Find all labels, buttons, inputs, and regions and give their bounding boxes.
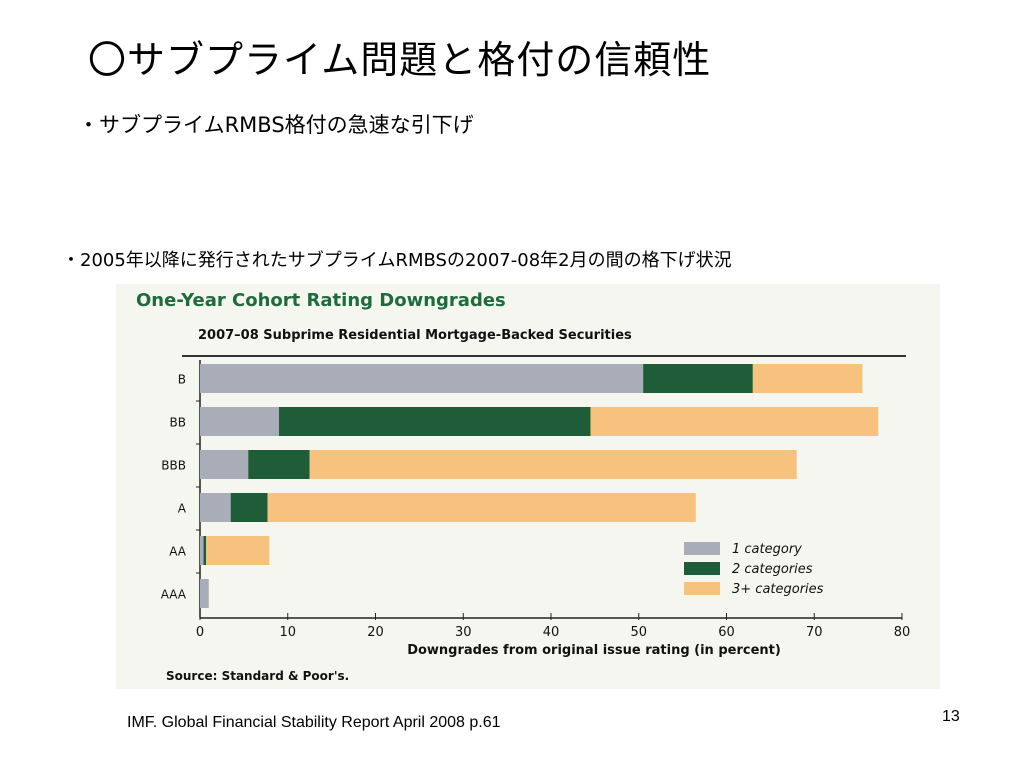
x-tick-label: 0 [196, 625, 204, 640]
category-label: B [178, 373, 186, 387]
bar-bbb-series-2 [248, 450, 310, 479]
x-tick-label: 10 [279, 625, 296, 640]
category-label: AA [169, 545, 187, 559]
category-label: A [178, 502, 187, 516]
downgrades-chart: One-Year Cohort Rating Downgrades 2007–0… [136, 290, 910, 683]
bar-a-series-2 [230, 493, 268, 522]
bar-bb-series-3 [590, 407, 879, 436]
x-tick-label: 30 [455, 625, 472, 640]
chart-title: One-Year Cohort Rating Downgrades [136, 290, 506, 311]
bar-bb-series-1 [200, 407, 279, 436]
bar-a-series-1 [200, 493, 231, 522]
chart-source: Source: Standard & Poor's. [166, 669, 349, 683]
category-label: AAA [161, 588, 187, 602]
x-tick-label: 80 [894, 625, 911, 640]
x-tick-label: 40 [543, 625, 560, 640]
slide-title: 〇サブプライム問題と格付の信頼性 [88, 38, 712, 82]
x-tick-label: 20 [367, 625, 384, 640]
bar-bbb-series-3 [309, 450, 797, 479]
x-axis-label: Downgrades from original issue rating (i… [407, 643, 781, 658]
x-tick-label: 50 [630, 625, 647, 640]
legend-swatch [684, 582, 720, 595]
category-label: BB [170, 416, 186, 430]
page-number: 13 [942, 708, 960, 725]
bullet-downgrade-status: ・2005年以降に発行されたサブプライムRMBSの2007-08年2月の間の格下… [62, 250, 732, 271]
bar-aa-series-3 [206, 536, 270, 565]
legend-swatch [684, 542, 720, 555]
legend-label: 2 categories [732, 562, 813, 577]
legend-label: 1 category [732, 542, 802, 557]
x-tick-label: 60 [718, 625, 735, 640]
legend-swatch [684, 562, 720, 575]
bar-bb-series-2 [278, 407, 591, 436]
bar-b-series-1 [200, 364, 644, 393]
footer-source: IMF. Global Financial Stability Report A… [127, 714, 501, 731]
x-tick-label: 70 [806, 625, 823, 640]
bar-a-series-3 [267, 493, 696, 522]
bar-b-series-3 [752, 364, 863, 393]
bar-aaa-series-1 [200, 579, 209, 608]
bar-aa-series-1 [200, 536, 204, 565]
chart-panel: One-Year Cohort Rating Downgrades 2007–0… [116, 284, 940, 689]
chart-subtitle: 2007–08 Subprime Residential Mortgage-Ba… [198, 328, 632, 343]
legend-label: 3+ categories [732, 582, 824, 597]
bar-bbb-series-1 [200, 450, 249, 479]
bar-aa-series-2 [203, 536, 207, 565]
category-label: BBB [161, 459, 186, 473]
x-axis: 0 10 20 30 40 50 60 70 80 [196, 613, 910, 640]
bar-b-series-2 [643, 364, 753, 393]
bullet-rmbs-downgrade: ・サブプライムRMBS格付の急速な引下げ [78, 113, 474, 137]
chart-legend: 1 category 2 categories 3+ categories [684, 542, 824, 597]
